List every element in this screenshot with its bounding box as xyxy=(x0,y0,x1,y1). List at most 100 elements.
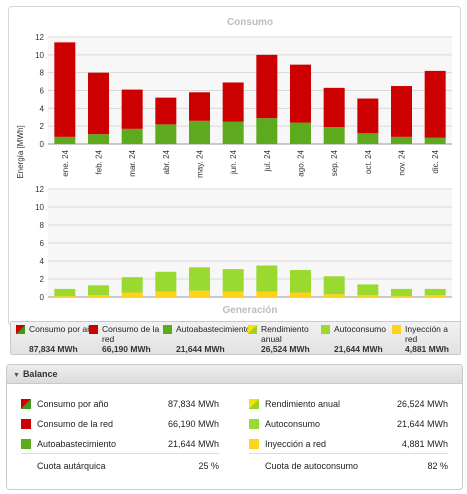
y-tick-label: 10 xyxy=(35,203,44,212)
energy-charts: 0 2 4 6 8 10 12 Consumo ene. 24 feb. 24 mar. 24 abr… xyxy=(16,17,452,316)
bar-segment xyxy=(88,285,109,296)
balance-value: 21,644 MWh xyxy=(167,439,219,449)
balance-value: 4,881 MWh xyxy=(401,439,448,449)
y-tick-label: 12 xyxy=(35,185,44,194)
bar-segment xyxy=(155,291,177,297)
bar-segment xyxy=(54,288,76,297)
y-tick-label: 4 xyxy=(40,104,45,113)
y-tick-label: 0 xyxy=(40,293,45,302)
balance-header[interactable]: ▼ Balance xyxy=(7,365,462,384)
cuota-autarquica-value: 25 % xyxy=(198,461,219,471)
balance-swatch xyxy=(21,419,31,429)
consumo-chart: 0 2 4 6 8 10 12 Consumo ene. 24 feb. 24 mar. 24 abr… xyxy=(35,17,452,178)
y-tick-label: 0 xyxy=(40,140,45,149)
bar-segment xyxy=(290,292,311,297)
bar-segment xyxy=(357,98,379,134)
balance-row-inyeccion: Inyección a red 4,881 MWh xyxy=(249,438,448,450)
legend-value: 4,881 MWh xyxy=(405,344,449,354)
legend-label: Autoabastecimiento xyxy=(176,324,251,334)
balance-swatch xyxy=(21,439,31,449)
y-tick-label: 2 xyxy=(40,122,45,131)
cuota-autoconsumo-row: Cuota de autoconsumo 82 % xyxy=(249,460,448,472)
balance-label: Autoabastecimiento xyxy=(37,439,117,449)
balance-swatch xyxy=(249,439,259,449)
bar-segment xyxy=(222,121,244,144)
balance-label: Inyección a red xyxy=(265,439,327,449)
generacion-chart-title: Generación xyxy=(222,305,277,316)
x-tick-label: jul. 24 xyxy=(263,149,272,172)
legend-label: Consumo de la red xyxy=(102,324,160,344)
balance-value: 21,644 MWh xyxy=(396,419,448,429)
bar-segment xyxy=(155,124,177,144)
bar-segment xyxy=(189,120,210,144)
x-tick-label: oct. 24 xyxy=(364,149,373,174)
legend-swatch xyxy=(392,325,401,334)
bar-segment xyxy=(121,89,143,129)
legend-value: 21,644 MWh xyxy=(334,344,383,354)
bar-segment xyxy=(189,267,210,291)
legend-swatch xyxy=(248,325,257,334)
bar-segment xyxy=(323,127,345,144)
generacion-chart: 0 2 4 6 8 10 12 Generación xyxy=(35,185,452,316)
y-tick-label: 6 xyxy=(40,87,45,96)
bar-segment xyxy=(121,128,143,144)
bar-segment xyxy=(88,134,109,144)
bar-segment xyxy=(155,271,177,292)
y-tick-label: 6 xyxy=(40,239,45,248)
bar-segment xyxy=(424,137,446,144)
balance-swatch xyxy=(249,419,259,429)
x-tick-label: ago. 24 xyxy=(297,149,306,176)
y-tick-label: 4 xyxy=(40,257,45,266)
x-tick-label: ene. 24 xyxy=(61,149,70,176)
y-axis-label: Energía [MWh] xyxy=(16,125,25,178)
bar-segment xyxy=(323,276,345,295)
x-tick-label: jun. 24 xyxy=(229,149,238,175)
balance-panel: ▼ Balance Consumo por año 87,834 MWh Cons… xyxy=(6,364,463,490)
bar-segment xyxy=(391,86,412,137)
divider xyxy=(21,453,219,454)
x-tick-label: feb. 24 xyxy=(95,149,104,174)
legend-label: Inyección a red xyxy=(405,324,448,344)
balance-label: Consumo por año xyxy=(37,399,109,409)
x-tick-label: sep. 24 xyxy=(330,149,339,176)
legend-label: Consumo por año xyxy=(29,324,97,334)
cuota-autarquica-row: Cuota autárquica 25 % xyxy=(21,460,219,472)
bar-segment xyxy=(121,292,143,297)
cuota-autoconsumo-label: Cuota de autoconsumo xyxy=(265,461,359,471)
x-tick-label: nov. 24 xyxy=(398,149,407,175)
balance-label: Rendimiento anual xyxy=(265,399,341,409)
legend-value: 26,524 MWh xyxy=(261,344,310,354)
bar-segment xyxy=(189,92,210,121)
bar-segment xyxy=(256,118,278,144)
bar-segment xyxy=(54,42,76,137)
bar-segment xyxy=(290,64,311,123)
x-tick-label: may. 24 xyxy=(196,149,205,177)
legend-swatch xyxy=(321,325,330,334)
bar-segment xyxy=(88,72,109,135)
collapse-triangle-icon[interactable]: ▼ xyxy=(13,372,20,379)
bar-segment xyxy=(290,122,311,144)
bar-segment xyxy=(155,97,177,125)
bar-segment xyxy=(391,136,412,144)
balance-label: Autoconsumo xyxy=(265,419,321,429)
x-tick-label: abr. 24 xyxy=(162,149,171,174)
balance-row-autoabastecimiento: Autoabastecimiento 21,644 MWh xyxy=(21,438,219,450)
legend-swatch xyxy=(16,325,25,334)
cuota-autoconsumo-value: 82 % xyxy=(427,461,448,471)
bar-segment xyxy=(54,296,76,297)
x-tick-label: dic. 24 xyxy=(431,149,440,173)
bar-segment xyxy=(222,269,244,292)
bar-segment xyxy=(424,70,446,138)
legend-swatch xyxy=(89,325,98,334)
legend-value: 87,834 MWh xyxy=(29,344,78,354)
y-tick-label: 12 xyxy=(35,33,44,42)
bar-segment xyxy=(189,290,210,297)
bar-segment xyxy=(391,296,412,297)
bar-segment xyxy=(222,82,244,122)
legend-value: 21,644 MWh xyxy=(176,344,225,354)
bar-segment xyxy=(424,288,446,296)
consumo-chart-title: Consumo xyxy=(227,17,273,28)
legend-swatch xyxy=(163,325,172,334)
bar-segment xyxy=(256,291,278,297)
cuota-autarquica-label: Cuota autárquica xyxy=(37,461,106,471)
